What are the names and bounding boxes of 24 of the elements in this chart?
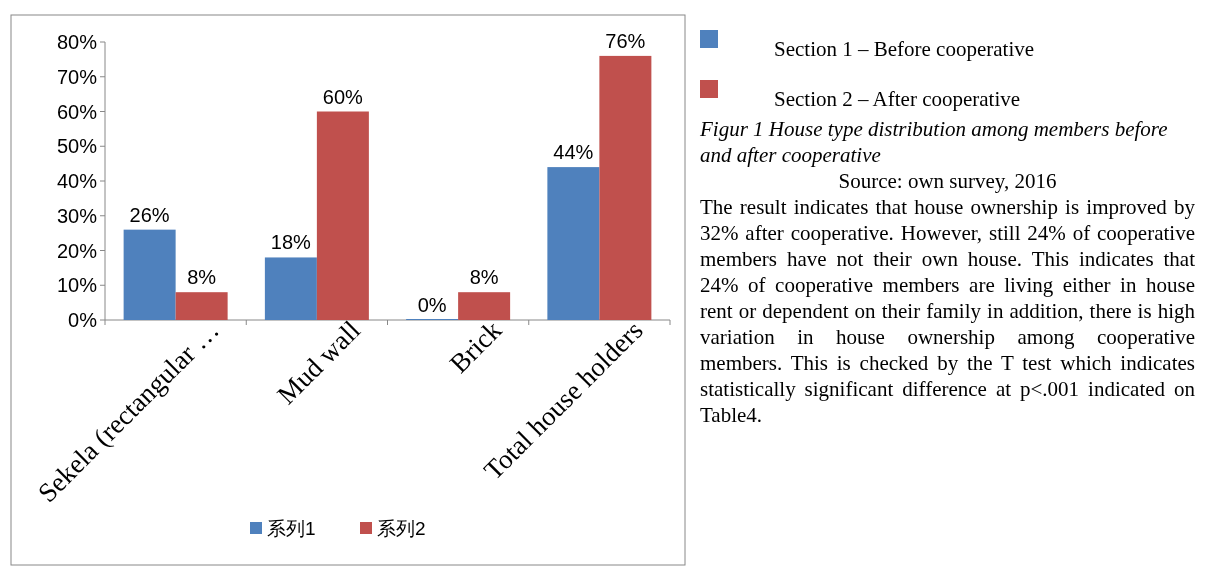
data-label: 44% — [553, 141, 594, 164]
y-tick-label: 70% — [56, 65, 98, 88]
y-tick-label: 10% — [56, 274, 98, 297]
data-label: 76% — [605, 29, 646, 52]
y-tick-label: 80% — [56, 31, 98, 53]
source-note: Source: own survey, 2016 — [837, 168, 1058, 194]
data-label: 18% — [270, 231, 312, 254]
data-label: 8% — [469, 266, 499, 289]
y-tick-label: 40% — [56, 170, 98, 192]
text: The result indicates that house ownership is improved by 32% after cooperative. However, still 24% of cooperative members have not their own house. This indicates that 24% of cooperative members are living either in house rent or dependent on their family in addition, there is high variation in house ownership among cooperative members. This is checked by the T test which indicates statistically significant difference at p<.001 indicated on Table4. — [700, 195, 1195, 427]
text: Figur 1 House type distribution among members before and after cooperative — [700, 116, 1169, 168]
y-tick-label: 30% — [56, 204, 98, 227]
y-tick-label: 60% — [56, 100, 98, 123]
y-tick-label: 50% — [56, 135, 98, 158]
data-label: 60% — [322, 85, 364, 108]
legend-label: 系列2 — [377, 518, 426, 539]
data-label: 0% — [417, 294, 447, 316]
legend-label: 系列1 — [267, 518, 316, 539]
data-label: 26% — [129, 203, 170, 226]
data-label: 8% — [187, 266, 217, 289]
y-tick-label: 0% — [68, 309, 98, 331]
text: Section 1 – Before cooperative — [773, 36, 1036, 63]
y-tick-label: 20% — [56, 239, 98, 262]
text: Section 2 – After cooperative — [773, 86, 1022, 113]
